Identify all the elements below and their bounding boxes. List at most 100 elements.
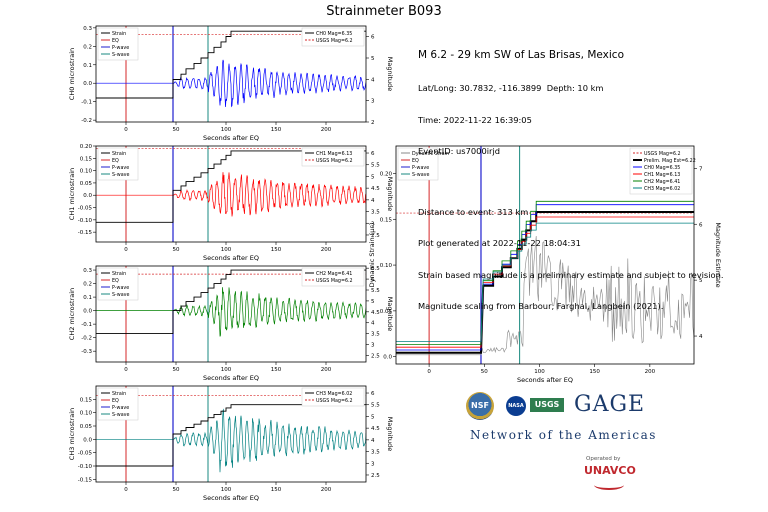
legend-label: USGS Mag=6.2 bbox=[316, 158, 353, 164]
legend-box bbox=[301, 267, 365, 287]
y-tick-label: 0.05 bbox=[80, 424, 93, 430]
legend-label: S-wave bbox=[112, 52, 129, 58]
y-tick-label: 0.20 bbox=[80, 144, 93, 150]
y2-tick-label: 6 bbox=[371, 277, 375, 283]
strain-trace bbox=[96, 287, 366, 337]
x-tick-label: 200 bbox=[645, 369, 656, 375]
y2-axis-label: Magnitude bbox=[386, 57, 394, 91]
plot-generated: Plot generated at 2022-11-22 18:04:31 bbox=[418, 238, 581, 248]
legend-label: Prelim. Mag Est=6.22 bbox=[644, 158, 696, 164]
y-tick-label: 0.0 bbox=[83, 81, 92, 87]
y2-tick-label: 3 bbox=[371, 343, 375, 349]
y-axis-label: CH3 microstrain bbox=[68, 408, 76, 460]
y2-tick-label: 3.5 bbox=[371, 332, 380, 338]
unavco-arc bbox=[594, 480, 624, 490]
y-tick-label: 0.3 bbox=[83, 268, 92, 274]
x-axis-label: Seconds after EQ bbox=[517, 376, 573, 384]
legend-label: Dynamic Strain bbox=[412, 151, 449, 157]
y-tick-label: 0.10 bbox=[80, 411, 93, 417]
legend-label: CH1 Mag=6.13 bbox=[316, 151, 352, 157]
y2-tick-label: 2 bbox=[371, 120, 375, 126]
chart-ch0: 0 50 100 150 200 -0.2 -0.1 0.0 0.1 0.2 0.3 2 3 4 5 6 Sec… bbox=[68, 25, 394, 142]
cumulative-line bbox=[96, 404, 366, 467]
y-tick-label: 0.0 bbox=[83, 437, 92, 443]
x-tick-label: 50 bbox=[173, 367, 180, 373]
y-tick-label: -0.15 bbox=[78, 230, 93, 236]
legend-label: Strain bbox=[112, 31, 126, 37]
y-tick-label: 0.05 bbox=[80, 181, 93, 187]
gage-logo: GAGE bbox=[574, 392, 646, 417]
y2-tick-label: 7 bbox=[699, 166, 703, 172]
usgs-logo: USGS bbox=[530, 398, 564, 412]
y-tick-label: 0.1 bbox=[83, 63, 92, 69]
strain-trace bbox=[96, 59, 366, 108]
network-of-americas-text: Network of the Americas bbox=[470, 428, 657, 442]
y-tick-label: 0.1 bbox=[83, 295, 92, 301]
y-tick-label: -0.2 bbox=[81, 336, 92, 342]
x-tick-label: 150 bbox=[271, 487, 282, 493]
y-tick-label: 0.2 bbox=[83, 282, 92, 288]
operated-by-text: Operated by bbox=[586, 456, 621, 462]
x-axis-label: Seconds after EQ bbox=[203, 254, 259, 262]
legend-label: EQ bbox=[412, 158, 419, 164]
legend-box bbox=[629, 147, 693, 195]
y-axis-label: CH1 microstrain bbox=[68, 168, 76, 220]
y-tick-label: -0.10 bbox=[78, 218, 93, 224]
y-tick-label: 0.0 bbox=[83, 309, 92, 315]
y2-tick-label: 4.5 bbox=[371, 426, 380, 432]
y-axis-label: CH0 microstrain bbox=[68, 48, 76, 100]
legend-label: EQ bbox=[112, 158, 119, 164]
y2-tick-label: 5 bbox=[371, 299, 375, 305]
event-id: EventID: us7000irjd bbox=[418, 146, 501, 156]
legend-label: S-wave bbox=[112, 412, 129, 418]
plot-frame bbox=[95, 265, 367, 363]
x-tick-label: 100 bbox=[221, 367, 232, 373]
y2-axis-label: Magnitude Estimate bbox=[714, 222, 722, 287]
x-tick-label: 100 bbox=[221, 487, 232, 493]
x-tick-label: 0 bbox=[124, 127, 128, 133]
x-tick-label: 200 bbox=[321, 487, 332, 493]
y2-axis-label: Magnitude bbox=[386, 177, 394, 211]
x-axis-label: Seconds after EQ bbox=[203, 134, 259, 142]
y-tick-label: 0.15 bbox=[80, 397, 93, 403]
legend-label: CH0 Mag=6.35 bbox=[316, 31, 352, 37]
x-tick-label: 150 bbox=[271, 247, 282, 253]
legend-label: EQ bbox=[112, 398, 119, 404]
y2-tick-label: 4 bbox=[699, 334, 703, 340]
y2-tick-label: 3.5 bbox=[371, 450, 380, 456]
y-tick-label: 0.10 bbox=[80, 169, 93, 175]
y-tick-label: -0.3 bbox=[81, 349, 92, 355]
y-tick-label: -0.15 bbox=[78, 477, 93, 483]
legend-label: EQ bbox=[112, 38, 119, 44]
x-tick-label: 0 bbox=[427, 369, 431, 375]
x-axis-label: Seconds after EQ bbox=[203, 374, 259, 382]
plot-frame bbox=[95, 25, 367, 123]
dynamic-strain-trace bbox=[396, 235, 694, 356]
y2-tick-label: 2.5 bbox=[371, 353, 380, 359]
x-tick-label: 100 bbox=[221, 247, 232, 253]
chart-dyn: 0 50 100 150 200 0.0 0.05 0.10 0.15 0.20 4 5 6 7 Secon… bbox=[368, 145, 722, 384]
y2-tick-label: 6.5 bbox=[371, 266, 380, 272]
magnitude-line-4 bbox=[396, 222, 694, 343]
legend-label: S-wave bbox=[112, 172, 129, 178]
legend-label: CH3 Mag=6.02 bbox=[316, 391, 352, 397]
legend-label: Strain bbox=[112, 271, 126, 277]
y-tick-label: 0.0 bbox=[83, 193, 92, 199]
legend-label: P-wave bbox=[412, 165, 429, 171]
chart-ch3: 0 50 100 150 200 -0.15 -0.10 -0.05 0.0 0.05 0.10 0.… bbox=[68, 385, 394, 502]
y2-tick-label: 3 bbox=[371, 99, 375, 105]
legend-label: CH2 Mag=6.41 bbox=[316, 271, 352, 277]
x-tick-label: 200 bbox=[321, 367, 332, 373]
y2-tick-label: 6 bbox=[371, 35, 375, 41]
y-tick-label: 0.0 bbox=[383, 355, 392, 361]
x-tick-label: 0 bbox=[124, 247, 128, 253]
page-title: Strainmeter B093 bbox=[326, 4, 442, 19]
